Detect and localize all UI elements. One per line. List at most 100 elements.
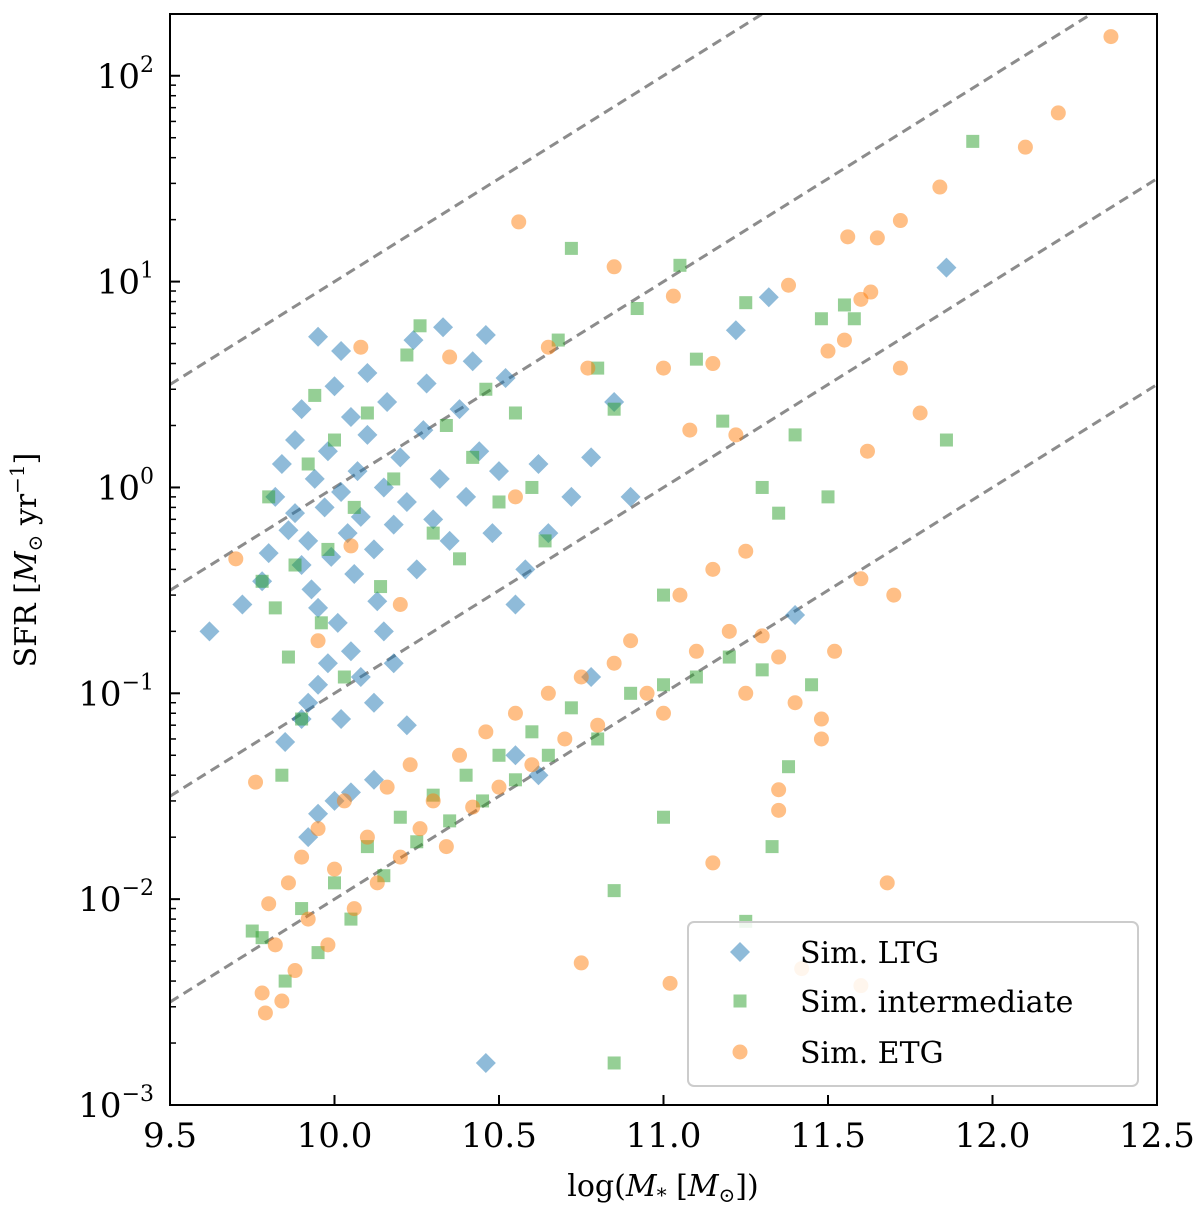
reference-line bbox=[170, 14, 1095, 592]
data-point bbox=[392, 849, 408, 865]
data-point bbox=[827, 643, 843, 659]
data-point bbox=[262, 490, 276, 504]
data-point bbox=[492, 495, 506, 509]
data-point bbox=[383, 653, 404, 674]
data-point bbox=[295, 902, 309, 916]
data-point bbox=[390, 447, 411, 468]
data-point bbox=[337, 670, 351, 684]
data-point bbox=[396, 715, 417, 736]
x-tick-label: 9.5 bbox=[143, 1116, 197, 1156]
data-point bbox=[346, 901, 362, 917]
data-point bbox=[665, 288, 681, 304]
data-point bbox=[738, 543, 754, 559]
legend-label: Sim. intermediate bbox=[800, 985, 1073, 1020]
data-point bbox=[324, 376, 345, 397]
data-point bbox=[255, 574, 269, 588]
data-point bbox=[314, 616, 328, 630]
data-point bbox=[573, 669, 589, 685]
data-point bbox=[267, 937, 283, 953]
data-point bbox=[886, 587, 902, 603]
series-diamond bbox=[199, 257, 957, 1073]
data-point bbox=[271, 453, 292, 474]
data-point bbox=[257, 1005, 273, 1021]
data-point bbox=[540, 339, 556, 355]
data-point bbox=[525, 725, 539, 739]
data-point bbox=[413, 319, 427, 333]
data-point bbox=[340, 641, 361, 662]
x-tick-label: 11.5 bbox=[790, 1116, 866, 1156]
y-tick-label: 10−3 bbox=[78, 1082, 154, 1126]
legend-marker bbox=[730, 942, 750, 962]
data-point bbox=[331, 482, 352, 503]
data-point bbox=[863, 284, 879, 300]
data-point bbox=[300, 911, 316, 927]
data-point bbox=[722, 650, 736, 664]
data-point bbox=[491, 779, 507, 795]
data-point bbox=[453, 552, 467, 566]
data-point bbox=[317, 653, 338, 674]
data-point bbox=[507, 489, 523, 505]
data-point bbox=[287, 963, 303, 979]
data-point bbox=[672, 587, 688, 603]
legend-label: Sim. ETG bbox=[800, 1036, 944, 1071]
data-point bbox=[475, 1052, 496, 1073]
data-point bbox=[387, 472, 401, 486]
data-point bbox=[656, 705, 671, 721]
reference-line bbox=[170, 14, 766, 386]
data-point bbox=[443, 814, 457, 828]
legend-marker bbox=[733, 994, 747, 1008]
data-point bbox=[232, 594, 253, 615]
data-point bbox=[425, 793, 441, 809]
reference-lines bbox=[170, 14, 1157, 1004]
data-point bbox=[836, 332, 852, 348]
series-square bbox=[245, 134, 980, 1070]
legend-marker bbox=[732, 1044, 748, 1060]
reference-line bbox=[170, 383, 1157, 1004]
data-point bbox=[336, 793, 352, 809]
data-point bbox=[912, 405, 928, 421]
data-point bbox=[314, 497, 335, 518]
data-point bbox=[327, 861, 342, 877]
data-point bbox=[738, 685, 754, 701]
data-point bbox=[721, 623, 737, 639]
data-point bbox=[840, 229, 856, 245]
data-point bbox=[772, 506, 786, 520]
data-point bbox=[508, 406, 522, 420]
data-point bbox=[416, 373, 437, 394]
data-point bbox=[489, 461, 509, 482]
data-point bbox=[606, 655, 622, 671]
data-point bbox=[705, 561, 721, 577]
data-point bbox=[449, 399, 470, 420]
data-point bbox=[301, 579, 322, 600]
data-point bbox=[456, 486, 477, 507]
data-point bbox=[255, 931, 269, 945]
data-point bbox=[245, 924, 259, 938]
data-point bbox=[1103, 29, 1119, 45]
data-point bbox=[847, 312, 861, 326]
data-point bbox=[939, 433, 953, 447]
data-point bbox=[966, 134, 980, 148]
data-point bbox=[788, 428, 802, 442]
legend-box bbox=[687, 921, 1139, 1087]
data-point bbox=[511, 214, 527, 230]
data-point bbox=[495, 368, 516, 389]
data-point bbox=[781, 277, 797, 293]
data-point bbox=[248, 774, 264, 790]
y-axis-label: SFR [M⊙ yr−1] bbox=[5, 453, 47, 668]
data-point bbox=[538, 534, 552, 548]
data-point bbox=[254, 985, 270, 1001]
data-point bbox=[771, 802, 787, 818]
data-point bbox=[853, 571, 869, 587]
data-point bbox=[274, 993, 290, 1009]
data-point bbox=[367, 591, 388, 612]
data-point bbox=[298, 530, 319, 551]
data-point bbox=[392, 597, 408, 613]
data-point bbox=[758, 287, 779, 308]
data-point bbox=[406, 559, 427, 580]
data-point bbox=[564, 241, 578, 255]
data-point bbox=[199, 621, 220, 642]
x-axis-label: log(M* [M⊙]) bbox=[567, 1169, 758, 1207]
data-point bbox=[754, 628, 770, 644]
data-point bbox=[892, 360, 908, 376]
data-point bbox=[688, 643, 704, 659]
